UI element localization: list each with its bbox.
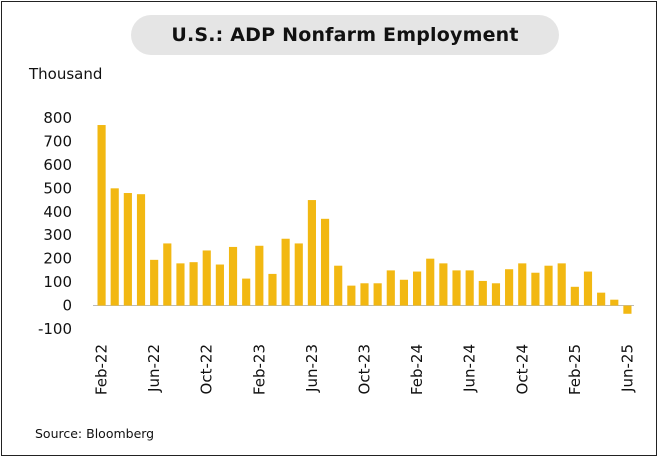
bar-Mar-24 <box>426 258 435 306</box>
x-tick-label: Feb-24 <box>408 344 426 395</box>
bar-Mar-23 <box>268 273 277 306</box>
x-tick-label: Feb-25 <box>566 344 584 395</box>
bar-Feb-23 <box>255 245 264 306</box>
bar-Aug-24 <box>491 283 501 306</box>
bar-Oct-24 <box>518 263 527 306</box>
bar-Dec-24 <box>544 265 553 306</box>
bar-Sep-22 <box>189 262 198 306</box>
bar-Jul-22 <box>163 243 172 306</box>
bar-Sep-23 <box>347 285 356 306</box>
bar-Mar-22 <box>110 188 119 306</box>
bar-Jan-24 <box>399 279 409 306</box>
bar-Jul-24 <box>478 280 487 306</box>
bar-Sep-24 <box>505 269 514 306</box>
chart-title-pill: U.S.: ADP Nonfarm Employment <box>131 15 559 55</box>
bar-Nov-23 <box>373 283 382 306</box>
bar-May-24 <box>452 270 461 306</box>
bar-Aug-23 <box>334 265 343 306</box>
y-tick-label: -100 <box>38 320 72 338</box>
bar-Mar-25 <box>583 271 593 306</box>
bar-Apr-23 <box>281 238 290 306</box>
bar-Feb-22 <box>97 125 106 306</box>
y-tick-label: 100 <box>43 273 72 291</box>
x-tick-label: Jun-22 <box>145 344 163 393</box>
bar-Jun-25 <box>623 305 632 314</box>
x-tick-label: Jun-24 <box>461 344 479 393</box>
x-tick-label: Oct-22 <box>198 344 216 394</box>
bar-Apr-22 <box>123 193 132 306</box>
x-tick-label: Feb-22 <box>93 344 111 395</box>
bar-Jun-22 <box>150 259 159 306</box>
bar-Feb-25 <box>570 286 579 306</box>
bar-Aug-22 <box>176 263 185 306</box>
y-tick-label: 800 <box>43 109 72 127</box>
bar-Dec-22 <box>228 246 238 306</box>
x-tick-label: Oct-23 <box>356 344 374 394</box>
y-tick-label: 500 <box>43 179 72 197</box>
bar-Jul-23 <box>320 218 330 306</box>
bar-May-25 <box>610 299 619 306</box>
bar-Apr-24 <box>439 263 448 306</box>
x-tick-label: Jun-25 <box>618 344 636 393</box>
y-tick-label: 300 <box>43 226 72 244</box>
bar-Jun-24 <box>465 270 474 306</box>
x-tick-label: Feb-23 <box>250 344 268 395</box>
bar-Jan-23 <box>242 278 251 306</box>
bar-May-22 <box>136 194 146 306</box>
y-tick-label: 200 <box>43 250 72 268</box>
bar-Nov-22 <box>215 264 224 306</box>
bar-Oct-23 <box>360 283 369 306</box>
y-tick-label: 600 <box>43 156 72 174</box>
source-note: Source: Bloomberg <box>35 426 155 441</box>
x-tick-label: Jun-23 <box>303 344 321 393</box>
y-tick-label: 700 <box>43 132 72 150</box>
bar-Oct-22 <box>202 250 211 306</box>
chart-title: U.S.: ADP Nonfarm Employment <box>171 24 519 46</box>
bar-Dec-23 <box>386 270 395 306</box>
y-axis-unit-label: Thousand <box>29 65 103 83</box>
bar-Feb-24 <box>413 271 422 306</box>
y-tick-label: 400 <box>43 203 72 221</box>
x-tick-label: Oct-24 <box>513 344 531 394</box>
y-tick-label: 0 <box>62 297 72 315</box>
bar-Apr-25 <box>597 292 606 306</box>
bar-May-23 <box>294 243 303 306</box>
bar-Jun-23 <box>307 200 316 306</box>
bar-Jan-25 <box>557 263 566 306</box>
bar-Nov-24 <box>531 272 540 306</box>
